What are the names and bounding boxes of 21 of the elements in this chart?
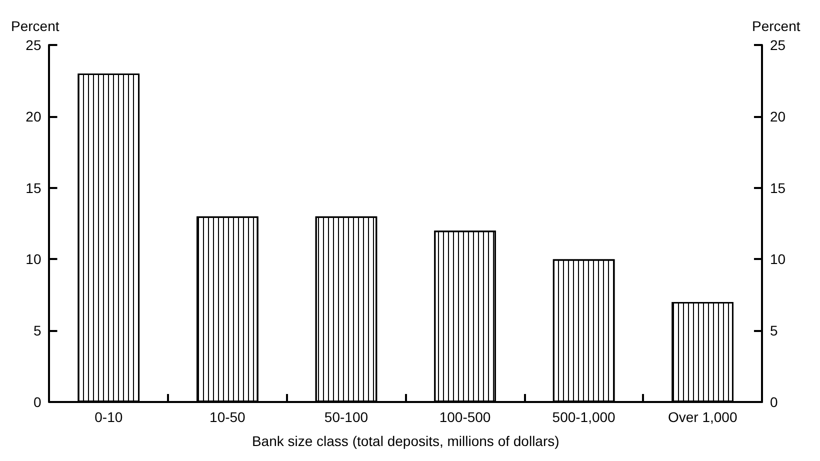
y2-tick-label: 20 bbox=[770, 108, 786, 124]
x-tick-label: 0-10 bbox=[94, 409, 123, 425]
y-tick-label: 20 bbox=[26, 108, 42, 124]
y-tick-label: 25 bbox=[26, 37, 42, 53]
x-tick-label: Over 1,000 bbox=[668, 409, 738, 425]
x-tick-label: 50-100 bbox=[324, 409, 368, 425]
y2-tick-label: 10 bbox=[770, 251, 786, 268]
x-tick-label: 10-50 bbox=[210, 409, 246, 425]
x-axis-title: Bank size class (total deposits, millions of dollars) bbox=[252, 433, 560, 449]
y-tick-label: 15 bbox=[26, 180, 42, 196]
y-tick-label: 5 bbox=[33, 322, 42, 339]
y2-tick-label: 5 bbox=[770, 322, 778, 339]
x-tick-label: 100-500 bbox=[439, 409, 491, 425]
y2-tick-label: 15 bbox=[770, 180, 786, 196]
y-axis-title: Percent bbox=[11, 18, 60, 34]
y2-tick-label: 25 bbox=[770, 37, 786, 53]
y2-axis-title: Percent bbox=[752, 18, 800, 34]
y2-tick-label: 0 bbox=[770, 394, 778, 410]
y-tick-label: 0 bbox=[33, 394, 42, 410]
y-tick-label: 10 bbox=[26, 251, 42, 268]
x-tick-label: 500-1,000 bbox=[552, 409, 616, 425]
